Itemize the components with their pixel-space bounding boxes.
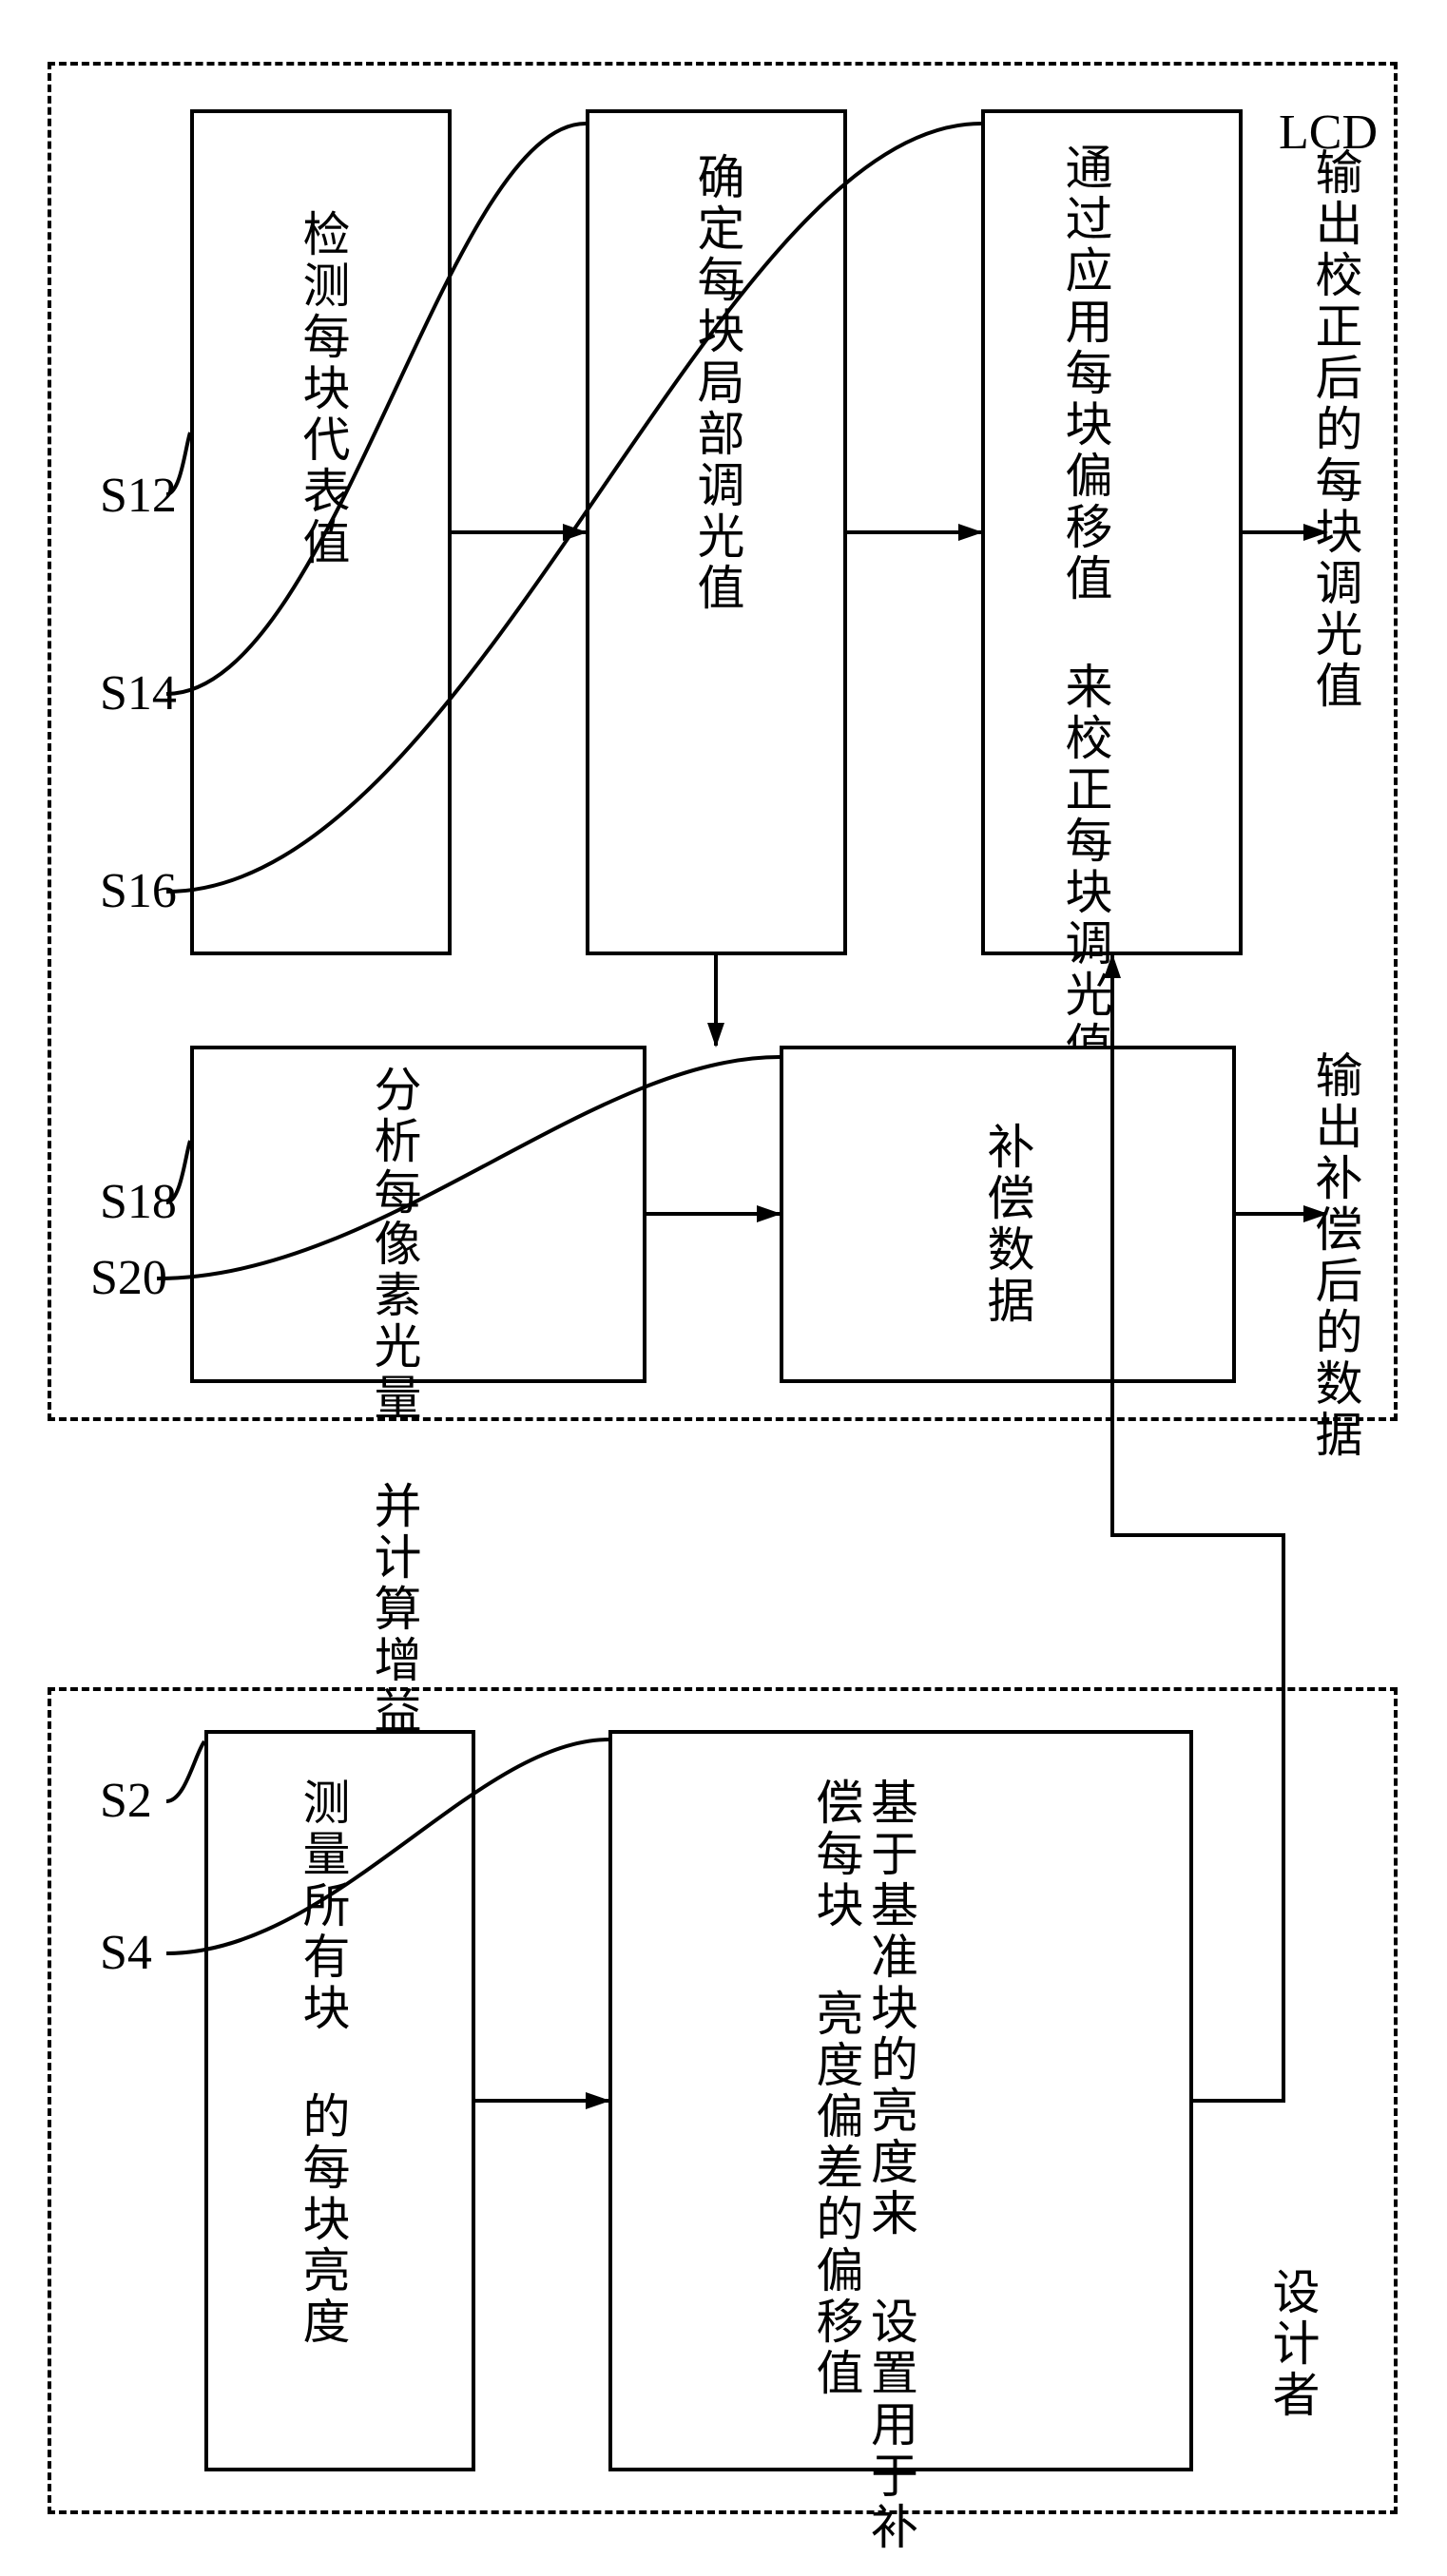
label-s16: S16 bbox=[100, 863, 177, 919]
box-s12-text: 检测每块代表值 bbox=[295, 209, 350, 568]
label-s18: S18 bbox=[100, 1174, 177, 1230]
output-corrected-dimming: 输出校正后的每块调光值 bbox=[1307, 147, 1362, 712]
output-compensated-data: 输出补偿后的数据 bbox=[1307, 1050, 1362, 1461]
box-s4-text: 基于基准块的亮度来 设置用于补偿每块 亮度偏差的偏移值 bbox=[808, 1778, 917, 2576]
box-s16-text: 通过应用每块偏移值 来校正每块调光值 bbox=[1057, 143, 1112, 1072]
label-s2: S2 bbox=[100, 1773, 152, 1829]
label-s4: S4 bbox=[100, 1925, 152, 1981]
box-s16 bbox=[981, 109, 1243, 955]
label-s12: S12 bbox=[100, 468, 177, 524]
designer-label: 设计者 bbox=[1264, 2267, 1320, 2421]
label-s20: S20 bbox=[90, 1250, 167, 1306]
box-s2-text: 测量所有块 的每块亮度 bbox=[295, 1778, 350, 2348]
label-s14: S14 bbox=[100, 665, 177, 721]
diagram-canvas: LCD 设计者 检测每块代表值 S12 确定每块局部调光值 S14 通过应用每块… bbox=[0, 0, 1447, 2576]
box-s18-text: 分析每像素光量 并计算增益值 bbox=[366, 1065, 421, 1789]
box-s20-text: 补偿数据 bbox=[979, 1122, 1034, 1327]
box-s14-text: 确定每块局部调光值 bbox=[689, 152, 744, 614]
